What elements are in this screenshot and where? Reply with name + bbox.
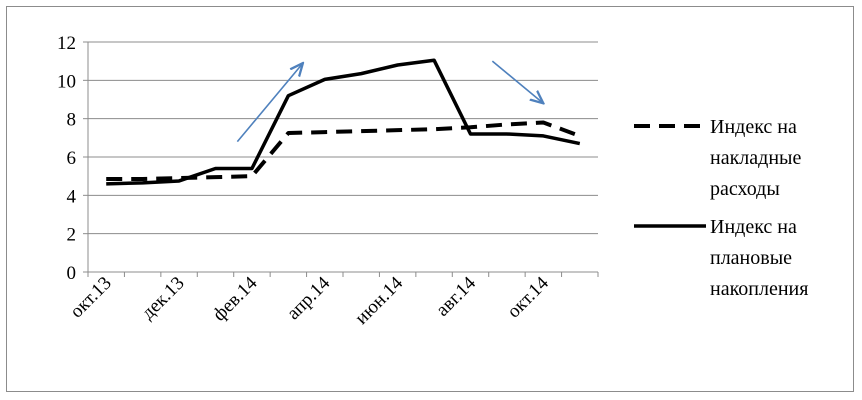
legend-label: Индекс на [710,216,797,238]
series-line-overhead-index [106,120,581,182]
series-line-planned-savings-index [106,58,581,186]
x-tick-label: апр.14 [283,272,335,324]
x-tick-label: фев.14 [209,272,262,325]
legend-label: Индекс на [710,116,797,138]
y-tick-label: 6 [67,148,77,169]
legend: Индекс на накладные расходы Индекс на планов… [634,116,808,300]
legend-label: накладные [710,147,801,169]
y-tick-label: 4 [67,186,77,207]
x-tick-label: авг.14 [432,272,480,320]
y-tick-label: 2 [67,225,77,246]
trend-arrow-up [236,63,303,143]
trend-arrow-down [491,60,543,103]
series-lines [106,58,581,186]
y-axis-ticks: 0 2 4 6 8 10 12 [57,33,88,284]
axes [87,42,598,273]
x-axis-ticks: окт.13 дек.13 фев.14 апр.14 июн.14 авг.14 окт.… [66,272,599,329]
legend-label: плановые [710,247,792,269]
y-tick-label: 0 [67,263,77,284]
y-tick-label: 8 [67,110,77,131]
chart-frame [6,6,854,392]
x-tick-label: июн.14 [351,272,407,328]
legend-label: расходы [710,178,780,200]
annotation-arrows [236,60,543,143]
legend-label: накопления [710,278,808,300]
x-tick-label: окт.14 [503,272,553,322]
grid-lines [88,41,598,235]
y-tick-label: 10 [57,71,76,92]
x-tick-label: дек.13 [138,273,189,324]
y-tick-label: 12 [57,33,76,54]
